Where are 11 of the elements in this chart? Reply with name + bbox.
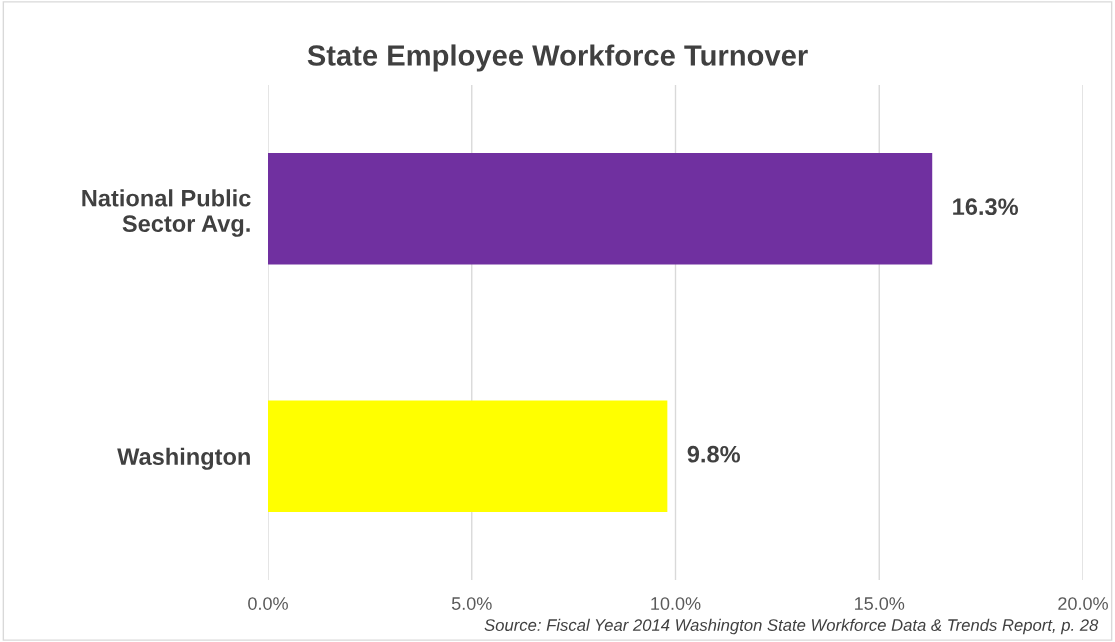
source-note: Source: Fiscal Year 2014 Washington State Workforce Data & Trends Report, p. 28 [484,618,1099,635]
data-label: 16.3% [953,198,1018,216]
x-tick-label: 20.0% [1058,597,1108,610]
x-tick-label: 10.0% [651,597,701,610]
x-tick-label: 15.0% [855,597,905,610]
x-tick-label: 5.0% [451,597,492,610]
chart-title: State Employee Workforce Turnover [307,44,808,72]
y-tick-label: Washington [117,447,250,470]
x-tick-label: 0.0% [248,597,288,610]
data-label: 9.8% [687,445,740,463]
y-tick-label: National Public Sector Avg. [82,189,251,237]
